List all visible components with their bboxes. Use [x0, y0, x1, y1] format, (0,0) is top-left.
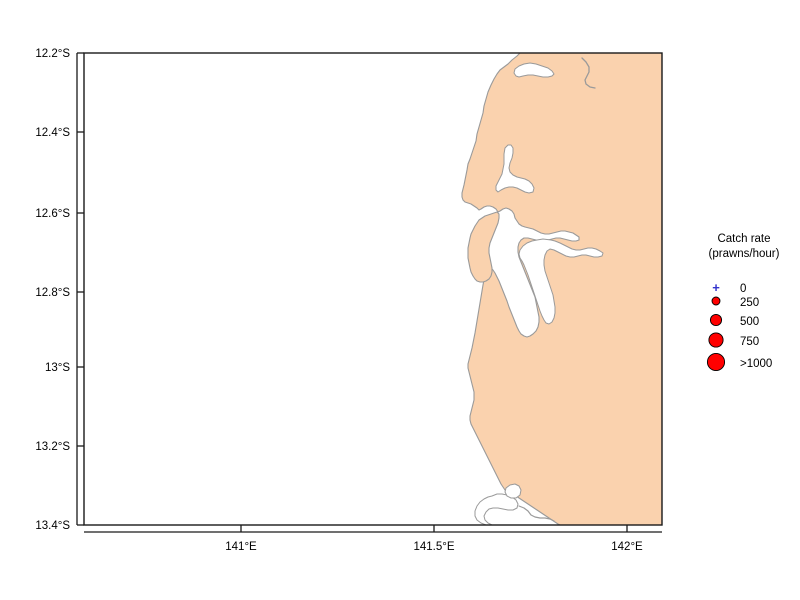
y-axis: 12.2°S 12.4°S 12.6°S 12.8°S 13°S 13.2°S …: [35, 48, 84, 532]
legend-item-label: >1000: [740, 358, 772, 370]
y-tick-124: 12.4°S: [35, 127, 84, 139]
legend-item-label: 500: [740, 316, 759, 328]
y-tick-label: 13.4°S: [35, 520, 70, 532]
legend-item-1000[interactable]: >1000: [706, 352, 772, 372]
central-estuary-main: [518, 238, 604, 325]
x-tick-label: 141°E: [225, 541, 257, 553]
x-tick-1415: 141.5°E: [413, 525, 455, 553]
panel-border: [83, 52, 663, 526]
y-tick-label: 12.4°S: [35, 127, 70, 139]
catch-circle-icon: [711, 296, 721, 306]
y-tick-132: 13.2°S: [35, 441, 84, 453]
plus-icon: +: [712, 280, 720, 295]
legend-item-label: 250: [740, 297, 759, 309]
south-river-delta: [474, 493, 519, 525]
map-panel[interactable]: [83, 52, 663, 526]
x-tick-141: 141°E: [225, 525, 257, 553]
legend-title-line2: (prawns/hour): [709, 248, 780, 260]
y-tick-122: 12.2°S: [35, 48, 84, 60]
legend-item-zero[interactable]: + 0: [712, 280, 746, 295]
catch-rate-legend[interactable]: Catch rate (prawns/hour) + 0 250 500 750…: [706, 233, 780, 372]
x-tick-label: 142°E: [611, 541, 643, 553]
y-tick-126: 12.6°S: [35, 208, 84, 220]
northwest-headland: [467, 211, 500, 283]
legend-item-500[interactable]: 500: [709, 313, 759, 328]
north-river-west: [513, 62, 555, 78]
waterway-layer: [474, 57, 604, 525]
y-tick-128: 12.8°S: [35, 287, 84, 299]
x-tick-142: 142°E: [611, 525, 643, 553]
y-tick-label: 12.2°S: [35, 48, 70, 60]
catch-circle-icon: [708, 332, 724, 348]
catch-circle-icon: [709, 313, 723, 327]
legend-item-label: 750: [740, 336, 759, 348]
y-tick-label: 13°S: [45, 362, 70, 374]
legend-item-label: 0: [740, 283, 746, 295]
legend-item-250[interactable]: 250: [711, 296, 759, 309]
y-tick-label: 12.6°S: [35, 208, 70, 220]
south-river-tributary: [518, 505, 555, 522]
x-axis: 141°E 141.5°E 142°E: [84, 525, 662, 553]
x-tick-label: 141.5°E: [413, 541, 454, 553]
central-estuary-north: [495, 144, 535, 194]
north-river-east: [581, 57, 596, 89]
y-tick-label: 13.2°S: [35, 441, 70, 453]
legend-title-line1: Catch rate: [717, 233, 770, 245]
y-tick-label: 12.8°S: [35, 287, 70, 299]
landmass-polygon: [461, 53, 662, 525]
legend-item-750[interactable]: 750: [708, 332, 759, 348]
catch-circle-icon: [706, 352, 726, 372]
south-lagoon: [504, 483, 522, 499]
land-layer: [461, 53, 662, 525]
y-tick-130: 13°S: [45, 362, 84, 374]
y-tick-134: 13.4°S: [35, 520, 84, 532]
